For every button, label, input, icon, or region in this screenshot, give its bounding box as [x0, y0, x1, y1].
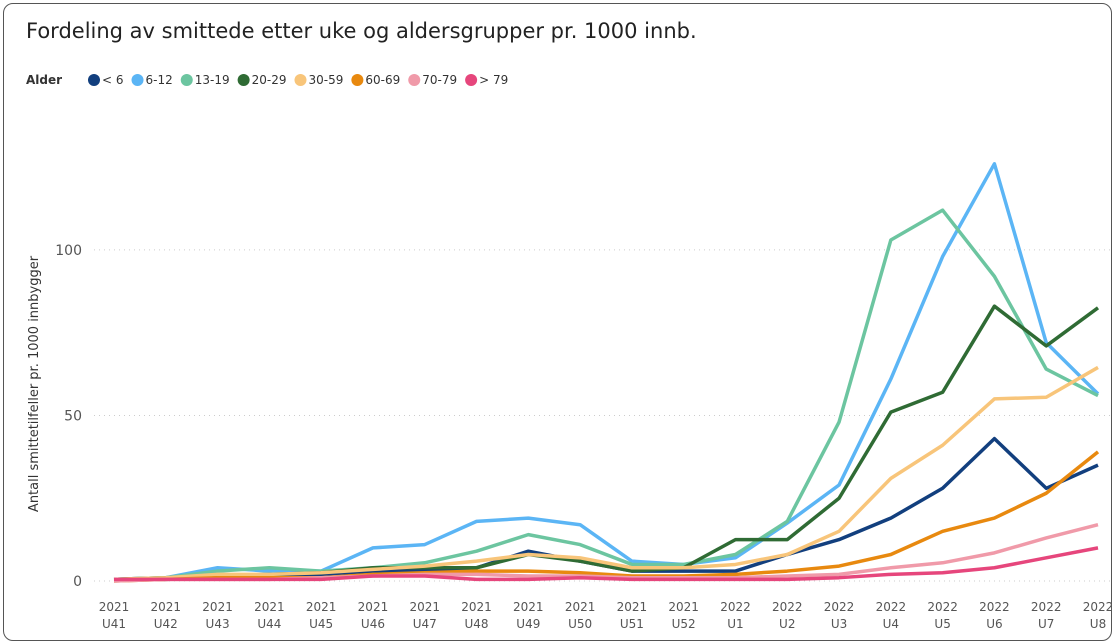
- x-tick-label: U44: [257, 617, 281, 631]
- x-tick-label: U51: [620, 617, 644, 631]
- x-tick-year: 2021: [409, 600, 440, 614]
- x-tick-year: 2022: [876, 600, 907, 614]
- x-tick-label: U45: [309, 617, 333, 631]
- x-tick-year: 2021: [151, 600, 182, 614]
- x-tick-year: 2022: [1031, 600, 1062, 614]
- x-tick-year: 2022: [772, 600, 803, 614]
- chart: Fordeling av smittede etter uke og alder…: [26, 19, 1111, 631]
- x-tick-label: U48: [464, 617, 488, 631]
- legend-label: > 79: [479, 73, 508, 87]
- series-line: [114, 546, 1099, 582]
- x-tick-year: 2022: [979, 600, 1010, 614]
- legend-label: < 6: [102, 73, 124, 87]
- series-line: [113, 162, 1100, 582]
- chart-title: Fordeling av smittede etter uke og alder…: [26, 19, 697, 43]
- x-tick-year: 2021: [202, 600, 233, 614]
- legend-marker: [408, 74, 421, 86]
- series-line: [113, 304, 1100, 582]
- x-tick-label: U50: [568, 617, 592, 631]
- x-tick-label: U3: [831, 617, 847, 631]
- legend-marker: [465, 74, 478, 86]
- y-tick-label: 0: [73, 574, 82, 590]
- legend-title: Alder: [26, 73, 62, 87]
- x-tick-label: U41: [102, 617, 126, 631]
- x-tick-year: 2022: [1083, 600, 1111, 614]
- x-tick-label: U42: [154, 617, 178, 631]
- x-tick-label: U46: [361, 617, 385, 631]
- legend-label: 70-79: [422, 73, 457, 87]
- legend-marker: [294, 74, 307, 86]
- legend-label: 6-12: [146, 73, 173, 87]
- x-tick-year: 2022: [824, 600, 855, 614]
- x-tick-year: 2021: [306, 600, 337, 614]
- x-tick-year: 2021: [565, 600, 596, 614]
- x-tick-year: 2022: [927, 600, 958, 614]
- legend-label: 13-19: [195, 73, 230, 87]
- legend-label: 60-69: [365, 73, 400, 87]
- x-tick-year: 2021: [513, 600, 544, 614]
- legend-marker: [180, 74, 193, 86]
- x-tick-label: U47: [413, 617, 437, 631]
- x-tick-label: U5: [934, 617, 950, 631]
- x-tick-year: 2021: [99, 600, 130, 614]
- series-line: [114, 436, 1099, 582]
- x-tick-year: 2021: [358, 600, 389, 614]
- series-line: [113, 365, 1099, 582]
- legend-marker: [351, 74, 364, 86]
- x-tick-label: U6: [986, 617, 1002, 631]
- x-tick-label: U7: [1038, 617, 1054, 631]
- x-tick-label: U52: [672, 617, 696, 631]
- x-tick-label: U1: [727, 617, 743, 631]
- x-tick-year: 2021: [668, 600, 699, 614]
- y-tick-label: 100: [55, 243, 82, 259]
- legend-label: 30-59: [309, 73, 344, 87]
- x-tick-label: U8: [1090, 617, 1106, 631]
- x-tick-label: U43: [206, 617, 230, 631]
- x-tick-year: 2021: [617, 600, 648, 614]
- x-tick-label: U2: [779, 617, 795, 631]
- legend-marker: [237, 74, 250, 86]
- x-tick-year: 2021: [461, 600, 492, 614]
- y-tick-label: 50: [64, 408, 82, 424]
- chart-frame: Fordeling av smittede etter uke og alder…: [3, 3, 1112, 641]
- legend-marker: [131, 74, 144, 86]
- x-tick-label: U4: [883, 617, 899, 631]
- legend-marker: [88, 74, 100, 86]
- legend-label: 20-29: [252, 73, 287, 87]
- x-tick-year: 2021: [254, 600, 285, 614]
- x-tick-label: U49: [516, 617, 540, 631]
- y-axis-label: Antall smittetilfeller pr. 1000 innbygge…: [27, 255, 42, 512]
- series-line: [113, 208, 1099, 582]
- x-tick-year: 2022: [720, 600, 751, 614]
